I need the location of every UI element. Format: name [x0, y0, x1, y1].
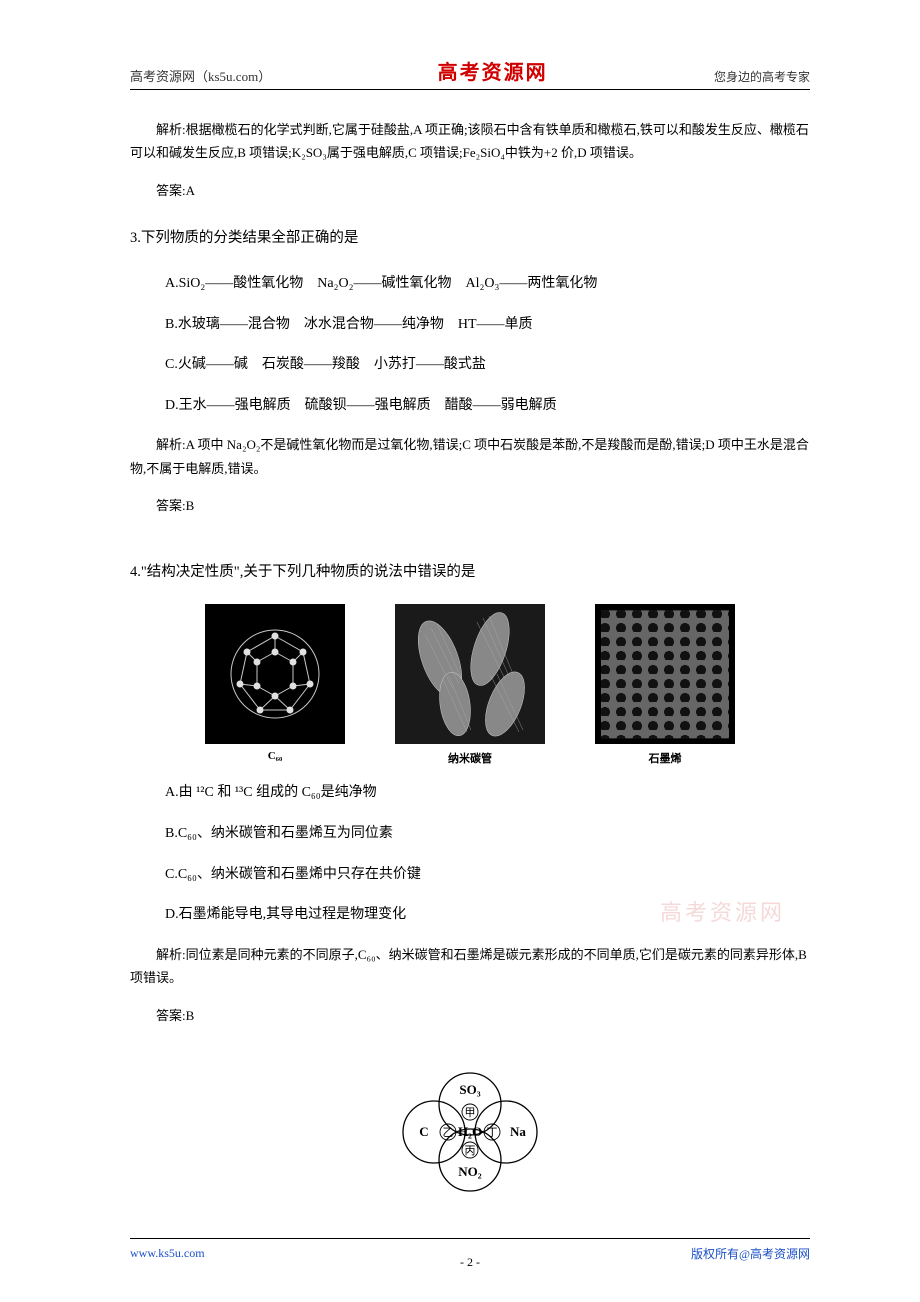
image-nanotube-block: 纳米碳管: [395, 604, 545, 766]
q3-option-d: D.王水——强电解质 硫酸钡——强电解质 醋酸——弱电解质: [130, 393, 810, 420]
graphene-icon: [595, 604, 735, 744]
venn-yi: 乙: [443, 1126, 454, 1139]
q3-analysis: 解析:A 项中 Na₂O₂不是碱性氧化物而是过氧化物,错误;C 项中石炭酸是苯酚…: [130, 433, 810, 480]
page-footer: www.ks5u.com - 2 - 版权所有@高考资源网: [130, 1238, 810, 1262]
image-graphene: [595, 604, 735, 744]
header-slogan: 您身边的高考专家: [714, 68, 810, 85]
q3-option-a: A.SiO₂——酸性氧化物 Na₂O₂——碱性氧化物 Al₂O₃——两性氧化物: [130, 271, 810, 298]
q4-answer: 答案:B: [130, 1004, 810, 1029]
caption-graphene: 石墨烯: [649, 750, 682, 766]
caption-c60: C₆₀: [268, 750, 283, 762]
venn-ding: 丁: [487, 1127, 498, 1139]
nanotube-icon: [395, 604, 545, 744]
footer-url[interactable]: www.ks5u.com: [130, 1246, 205, 1261]
q2-analysis: 解析:根据橄榄石的化学式判断,它属于硅酸盐,A 项正确;该陨石中含有铁单质和橄榄…: [130, 118, 810, 165]
q2-answer: 答案:A: [130, 179, 810, 204]
image-c60-block: C₆₀: [205, 604, 345, 766]
page-header: 高考资源网（ks5u.com） 高考资源网 您身边的高考专家: [130, 56, 810, 90]
caption-nanotube: 纳米碳管: [448, 750, 492, 766]
venn-center-label: H₂O: [458, 1124, 482, 1139]
image-c60: [205, 604, 345, 744]
footer-copyright: 版权所有@高考资源网: [691, 1245, 810, 1262]
q3-option-b: B.水玻璃——混合物 冰水混合物——纯净物 HT——单质: [130, 312, 810, 339]
c60-icon: [215, 614, 335, 734]
q4-option-a: A.由 ¹²C 和 ¹³C 组成的 C₆₀是纯净物: [130, 780, 810, 807]
venn-left-label: C: [419, 1124, 428, 1139]
venn-jia: 甲: [465, 1107, 476, 1119]
q4-option-c: C.C₆₀、纳米碳管和石墨烯中只存在共价键: [130, 862, 810, 889]
q3-option-c: C.火碱——碱 石炭酸——羧酸 小苏打——酸式盐: [130, 352, 810, 379]
venn-bing: 丙: [465, 1145, 476, 1157]
footer-page-num: - 2 -: [460, 1255, 480, 1270]
q3-answer: 答案:B: [130, 494, 810, 519]
venn-diagram: SO₃ C H₂O Na NO₂ 甲 乙 丙 丁: [370, 1050, 570, 1210]
header-source: 高考资源网（ks5u.com）: [130, 66, 271, 85]
venn-bottom-label: NO₂: [458, 1164, 482, 1179]
venn-diagram-wrap: SO₃ C H₂O Na NO₂ 甲 乙 丙 丁: [130, 1050, 810, 1210]
q4-analysis: 解析:同位素是同种元素的不同原子,C₆₀、纳米碳管和石墨烯是碳元素形成的不同单质…: [130, 943, 810, 990]
q4-stem: 4."结构决定性质",关于下列几种物质的说法中错误的是: [130, 559, 810, 587]
venn-top-label: SO₃: [459, 1082, 480, 1097]
image-graphene-block: 石墨烯: [595, 604, 735, 766]
q4-option-b: B.C₆₀、纳米碳管和石墨烯互为同位素: [130, 821, 810, 848]
q4-image-row: C₆₀: [130, 604, 810, 766]
q3-stem: 3.下列物质的分类结果全部正确的是: [130, 225, 810, 253]
image-nanotube: [395, 604, 545, 744]
header-title: 高考资源网: [438, 56, 548, 85]
venn-right-label: Na: [510, 1124, 526, 1139]
q4-option-d: D.石墨烯能导电,其导电过程是物理变化: [130, 902, 810, 929]
